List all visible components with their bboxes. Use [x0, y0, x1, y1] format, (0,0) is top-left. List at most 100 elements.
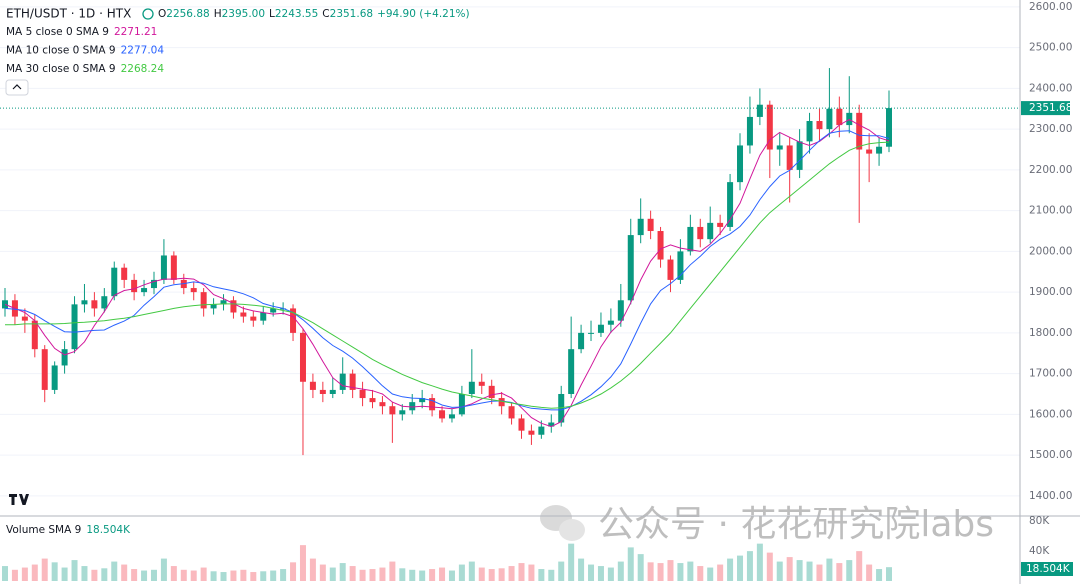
candle-body — [478, 381, 485, 386]
candle-body — [150, 279, 157, 289]
volume-bar — [816, 564, 823, 581]
volume-bar — [409, 569, 416, 581]
volume-bar — [299, 545, 306, 581]
y-tick-label: 2100.00 — [1029, 205, 1072, 217]
volume-bar — [91, 569, 98, 581]
y-tick-label: 2600.00 — [1029, 1, 1072, 13]
candle-body — [746, 116, 753, 146]
candle-body — [71, 304, 78, 350]
volume-bar — [419, 570, 426, 581]
y-tick-label: 1800.00 — [1029, 327, 1072, 339]
volume-bar — [329, 567, 336, 581]
volume-bar — [349, 566, 356, 581]
ma-name: MA 5 close 0 SMA 9 — [6, 26, 109, 38]
y-tick-label: 2400.00 — [1029, 82, 1072, 94]
volume-bar — [826, 558, 833, 581]
ma-value: 2277.04 — [121, 45, 165, 57]
candle-body — [806, 121, 813, 142]
candle-body — [786, 145, 793, 170]
volume-bar — [856, 551, 863, 581]
candle-body — [886, 108, 892, 147]
ohlc: O2256.88 H2395.00 L2243.55 C2351.68 +94.90 (… — [158, 8, 470, 20]
candle-body — [379, 402, 386, 407]
candle-body — [776, 145, 783, 150]
candle-body — [796, 141, 803, 170]
candle-body — [578, 332, 585, 350]
y-tick-label: 1900.00 — [1029, 286, 1072, 298]
candle-body — [230, 300, 237, 313]
volume-bar — [170, 566, 177, 581]
candle-body — [687, 226, 694, 252]
volume-bar — [448, 570, 455, 581]
collapse-button[interactable] — [5, 79, 29, 96]
candle-body — [508, 406, 515, 419]
candle-body — [637, 218, 644, 236]
candle-body — [419, 398, 426, 403]
candle-body — [101, 296, 108, 309]
candle-body — [876, 146, 883, 154]
candle-body — [458, 393, 465, 415]
candle-body — [588, 332, 595, 334]
volume-bar — [647, 562, 654, 581]
candle-body — [538, 426, 545, 435]
candle-body — [170, 255, 177, 280]
volume-bar — [866, 564, 873, 581]
volume-bar — [786, 557, 793, 581]
y-tick-label: 1500.00 — [1029, 449, 1072, 461]
candle-body — [548, 422, 555, 427]
candle-body — [220, 300, 227, 305]
candle-body — [399, 410, 406, 415]
volume-bar — [31, 564, 38, 581]
volume-bar — [846, 560, 853, 581]
candle-body — [518, 418, 525, 431]
candle-body — [61, 349, 68, 366]
candle-body — [607, 320, 614, 325]
volume-bar — [230, 570, 237, 581]
ma-value: 2268.24 — [121, 63, 165, 75]
volume-bar — [270, 570, 277, 581]
volume-bar — [508, 566, 515, 581]
candle-body — [597, 324, 604, 333]
candle-body — [866, 149, 873, 154]
candle-body — [240, 312, 247, 317]
axis-bg — [1020, 0, 1080, 584]
y-tick-label: 2300.00 — [1029, 123, 1072, 135]
collapse-icon — [12, 84, 22, 90]
volume-name: Volume SMA 9 — [6, 524, 81, 536]
volume-bar — [458, 564, 465, 581]
volume-bar — [806, 561, 813, 581]
volume-bar — [399, 568, 406, 581]
volume-bar — [21, 567, 28, 581]
ma-line — [4, 130, 890, 411]
candle-body — [697, 226, 704, 240]
volume-bar — [150, 569, 157, 581]
ma-line — [5, 141, 890, 409]
candle-body — [131, 279, 138, 293]
volume-bar — [309, 558, 316, 581]
candle-body — [329, 389, 336, 394]
candle-body — [448, 414, 455, 419]
candle-body — [737, 145, 744, 183]
volume-bar — [439, 567, 446, 581]
candle-body — [200, 292, 207, 309]
candle-body — [766, 104, 773, 150]
ohlc-label: L — [269, 8, 275, 20]
volume-bar — [160, 558, 167, 581]
candle-body — [319, 389, 326, 394]
volume-bar — [389, 561, 396, 581]
candle-body — [290, 308, 297, 333]
candle-body — [856, 112, 863, 150]
volume-bar — [280, 569, 287, 581]
volume-bar — [737, 555, 744, 581]
volume-bar — [538, 569, 545, 581]
candle-body — [121, 267, 128, 280]
candle-body — [717, 222, 724, 227]
ohlc-value: 2243.55 — [275, 8, 318, 20]
tv-logo — [9, 494, 29, 505]
ma-legend: MA 5 close 0 SMA 9 2271.21 — [6, 26, 157, 38]
candle-body — [260, 312, 267, 321]
ma-value: 2271.21 — [114, 26, 157, 38]
volume-bar — [41, 558, 48, 581]
symbol: ETH/USDT · 1D · HTX — [6, 7, 131, 21]
volume-bar — [578, 558, 585, 581]
